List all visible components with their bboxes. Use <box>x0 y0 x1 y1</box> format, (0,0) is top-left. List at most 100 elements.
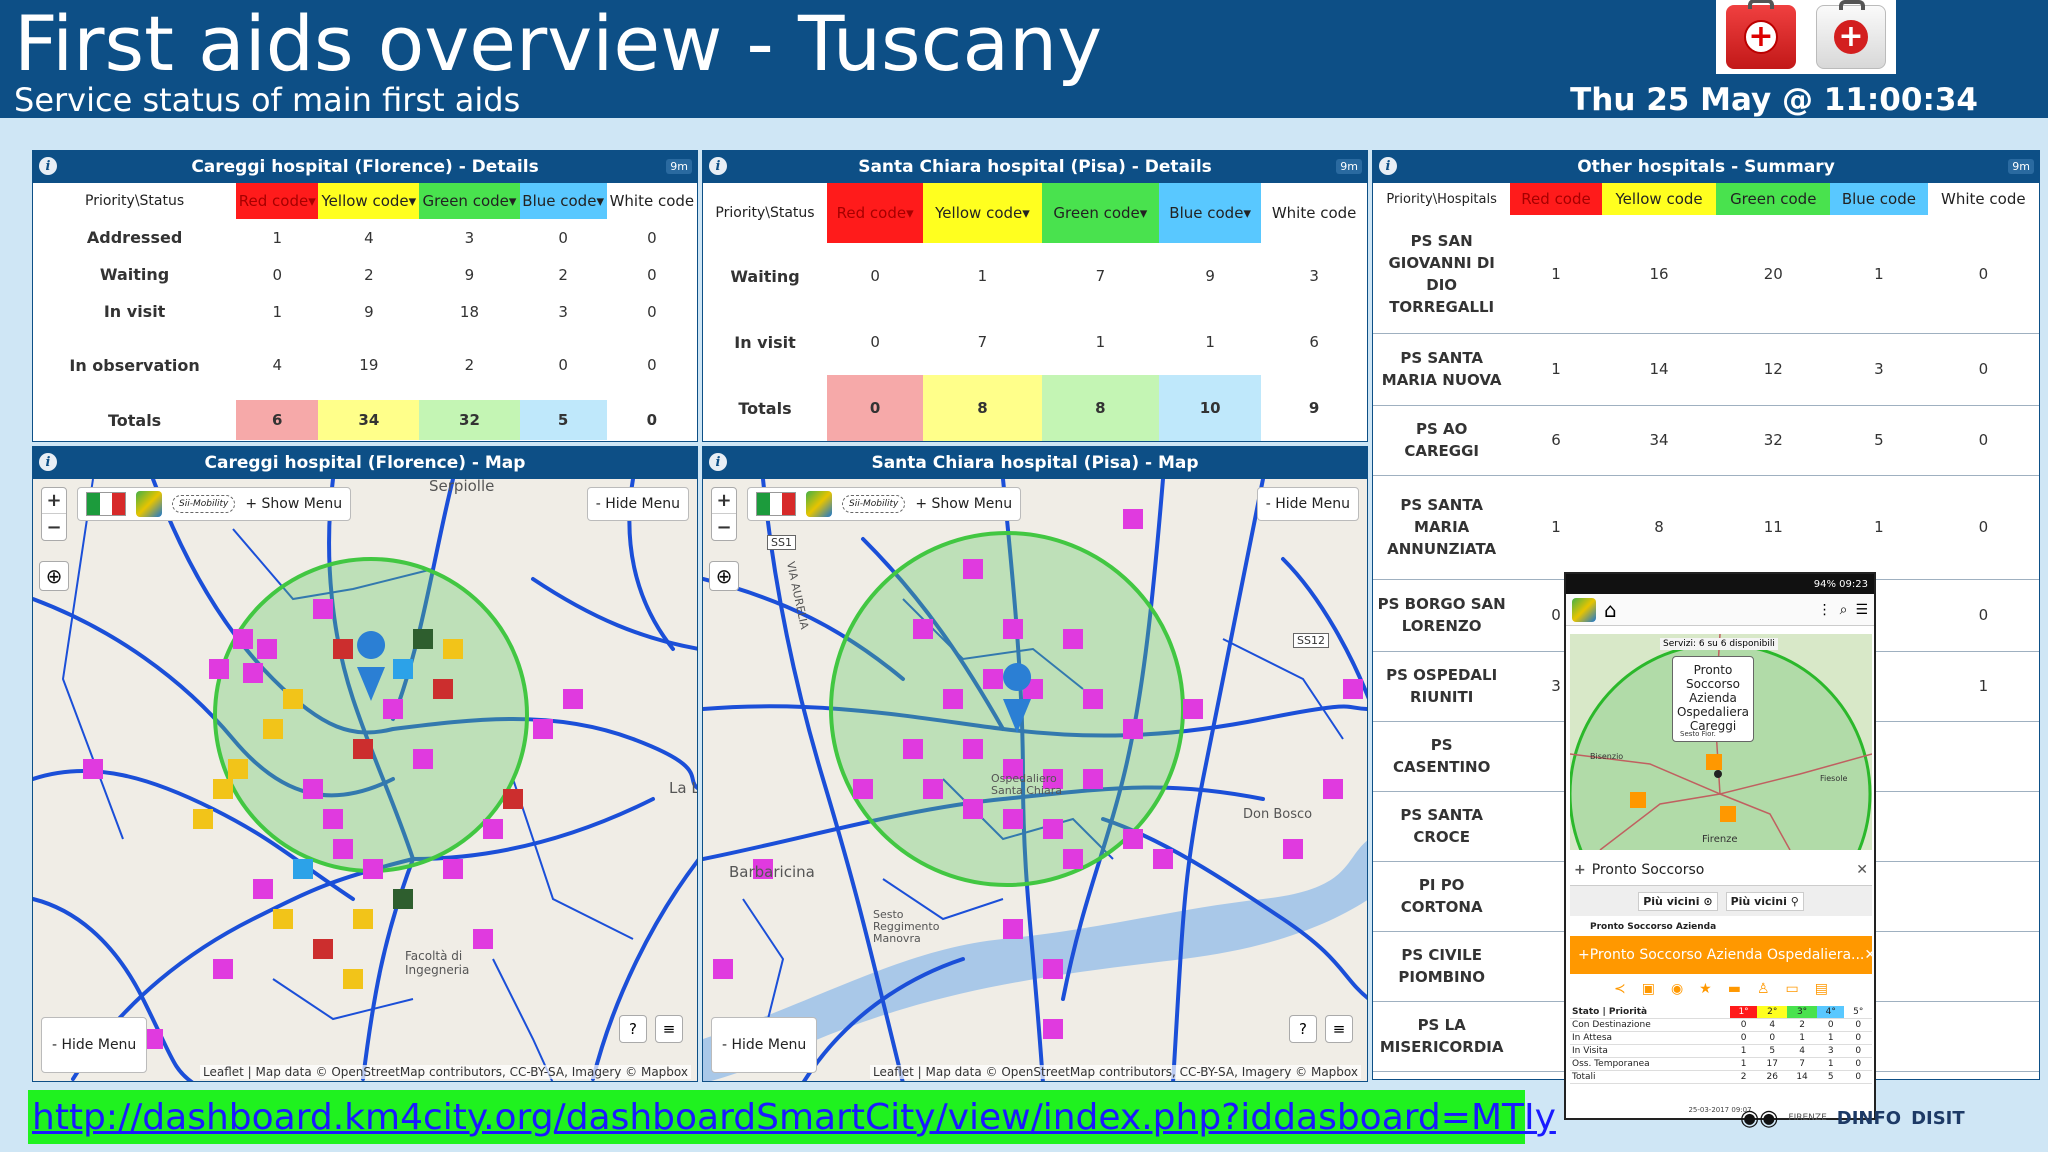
red-code-header[interactable]: Red code▾ <box>827 183 924 243</box>
disit-logo: DISIT <box>1911 1107 1965 1129</box>
selected-service-bar[interactable]: + Pronto Soccorso Azienda Ospedaliera...… <box>1570 936 1872 974</box>
blue-code-header[interactable]: Blue code▾ <box>1159 183 1262 243</box>
green-code-header[interactable]: Green code▾ <box>419 183 520 219</box>
sii-mobility-logo[interactable]: Sii-Mobility <box>842 495 906 513</box>
yellow-code-header: Yellow code <box>1601 183 1717 215</box>
locate-icon[interactable]: ⊕ <box>709 561 739 591</box>
sii-mobility-logo[interactable]: Sii-Mobility <box>172 495 236 513</box>
first-aid-kit-icon: + <box>1816 0 1886 69</box>
share-icon[interactable]: ≺ <box>1613 981 1626 997</box>
km4city-app-icon[interactable] <box>136 491 162 517</box>
table-row: Totali 2 26 14 5 0 <box>1570 1070 1872 1084</box>
table-row: PS AO CAREGGI 6 34 32 5 0 <box>1373 405 2039 476</box>
zoom-out-button[interactable]: − <box>46 516 62 538</box>
yellow-code-header[interactable]: Yellow code▾ <box>318 183 420 219</box>
zoom-control[interactable]: + − <box>711 487 737 541</box>
red-code-header[interactable]: Red code▾ <box>236 183 319 219</box>
star-icon[interactable]: ★ <box>1699 981 1712 997</box>
nearby-button[interactable]: Più vicini ⚲ <box>1725 891 1804 911</box>
category-row[interactable]: + Pronto Soccorso ✕ <box>1570 854 1872 886</box>
hide-menu-button[interactable]: - Hide Menu <box>586 487 689 521</box>
first-aid-logo: + + <box>1716 0 1896 74</box>
layers-icon[interactable]: ≡ <box>655 1015 683 1043</box>
nearby-button[interactable]: Più vicini ⊙ <box>1638 891 1718 911</box>
green-code-header[interactable]: Green code▾ <box>1041 183 1160 243</box>
comment-icon[interactable]: ▬ <box>1727 981 1741 997</box>
datetime-clock: Thu 25 May @ 11:00:34 <box>1570 82 1978 118</box>
layers-icon[interactable]: ≡ <box>1325 1015 1353 1043</box>
yellow-code-header[interactable]: Yellow code▾ <box>923 183 1042 243</box>
blue-code-header: Blue code <box>1830 183 1928 215</box>
table-row: PS SANTA MARIA ANNUNZIATA 1 8 11 1 0 <box>1373 475 2039 580</box>
nearby-row: Più vicini ⊙ Più vicini ⚲ <box>1570 886 1872 916</box>
locate-icon[interactable]: ⊕ <box>39 561 69 591</box>
map-place-label: Sesto Fior. <box>1680 730 1716 738</box>
panel-title: Careggi hospital (Florence) - Map <box>204 453 526 473</box>
info-icon[interactable]: i <box>39 453 57 471</box>
show-menu-button[interactable]: + Show Menu <box>915 496 1013 512</box>
hide-menu-button[interactable]: - Hide Menu <box>711 1017 818 1073</box>
italian-flag-icon[interactable] <box>756 492 796 516</box>
map-place-label: Sesto Reggimento Manovra <box>873 908 940 945</box>
table-row: In visit 1 9 18 3 0 <box>103 302 657 321</box>
careggi-details-table: Priority\Status Red code▾ Yellow code▾ G… <box>33 183 697 440</box>
km4city-app-icon[interactable] <box>1572 597 1596 622</box>
close-icon[interactable]: ✕ <box>1856 861 1868 878</box>
careggi-map[interactable]: Serpiolle La L Facoltà di Ingegneria + − … <box>33 479 697 1081</box>
map-place-label: Don Bosco <box>1243 807 1313 822</box>
info-icon[interactable]: i <box>1379 157 1397 175</box>
italian-flag-icon[interactable] <box>86 492 126 516</box>
map-place-label: La L <box>669 779 697 797</box>
refresh-timer: 9m <box>1336 159 1362 174</box>
walk-icon[interactable]: ♙ <box>1756 981 1770 997</box>
dashboard-header: First aids overview - Tuscany Service st… <box>0 0 2048 118</box>
table-row: Con Destinazione 0 4 2 0 0 <box>1570 1018 1872 1032</box>
dashboard-subtitle: Service status of main first aids <box>14 81 521 119</box>
bus-icon[interactable]: ▤ <box>1814 981 1828 997</box>
photo-icon[interactable]: ▣ <box>1641 981 1655 997</box>
info-icon[interactable]: i <box>39 157 57 175</box>
info-icon[interactable]: i <box>709 453 727 471</box>
careggi-details-panel: i Careggi hospital (Florence) - Details … <box>32 150 698 442</box>
category-label: Pronto Soccorso <box>1591 861 1705 878</box>
hide-menu-button[interactable]: - Hide Menu <box>1256 487 1359 521</box>
pisa-map[interactable]: Barbaricina VIA AURELIA Sesto Reggimento… <box>703 479 1367 1081</box>
map-roads <box>33 479 697 1081</box>
help-icon[interactable]: ? <box>1289 1015 1317 1043</box>
home-icon[interactable]: ⌂ <box>1604 597 1617 622</box>
list-icon[interactable]: ☰ <box>1855 601 1868 618</box>
search-icon[interactable]: ⌕ <box>1839 601 1848 618</box>
info-icon[interactable]: i <box>709 157 727 175</box>
zoom-in-button[interactable]: + <box>712 488 736 514</box>
zoom-in-button[interactable]: + <box>42 488 66 514</box>
km4city-app-icon[interactable] <box>806 491 832 517</box>
zoom-out-button[interactable]: − <box>716 516 732 538</box>
dashboard-url-link[interactable]: http://dashboard.km4city.org/dashboardSm… <box>28 1090 1556 1144</box>
services-note: Servizi: 6 su 6 disponibili <box>1660 638 1778 650</box>
list-item[interactable]: Pronto Soccorso Azienda <box>1590 922 1717 932</box>
zoom-control[interactable]: + − <box>41 487 67 541</box>
phone-map[interactable]: Servizi: 6 su 6 disponibili Pronto Socco… <box>1570 634 1872 850</box>
close-icon[interactable]: ✕ <box>1864 947 1872 963</box>
dashboard-title: First aids overview - Tuscany <box>14 0 1103 88</box>
mobile-app-screenshot: 94% 09:23 ⌂ ⋮ ⌕ ☰ Servizi: 6 su 6 dispon… <box>1564 572 1876 1120</box>
more-icon[interactable]: ⋮ <box>1817 601 1832 618</box>
show-menu-button[interactable]: + Show Menu <box>245 496 343 512</box>
map-roads <box>703 479 1367 1081</box>
blue-code-header[interactable]: Blue code▾ <box>519 183 607 219</box>
car-icon[interactable]: ▭ <box>1785 981 1799 997</box>
road-label: SS1 <box>767 535 796 550</box>
panel-title: Other hospitals - Summary <box>1577 157 1835 177</box>
hide-menu-button[interactable]: - Hide Menu <box>41 1017 148 1073</box>
table-row: In observation 4 19 2 0 0 <box>69 355 657 375</box>
dinfo-logo: DINFO <box>1836 1107 1902 1129</box>
totals-row: Totals 0 8 8 10 9 <box>703 375 1367 441</box>
map-popup: Pronto Soccorso Azienda Ospedaliera Care… <box>1672 656 1754 742</box>
help-icon[interactable]: ? <box>619 1015 647 1043</box>
map-menu-bar: Sii-Mobility + Show Menu <box>747 487 1022 521</box>
camera-icon[interactable]: ◉ <box>1670 981 1684 997</box>
